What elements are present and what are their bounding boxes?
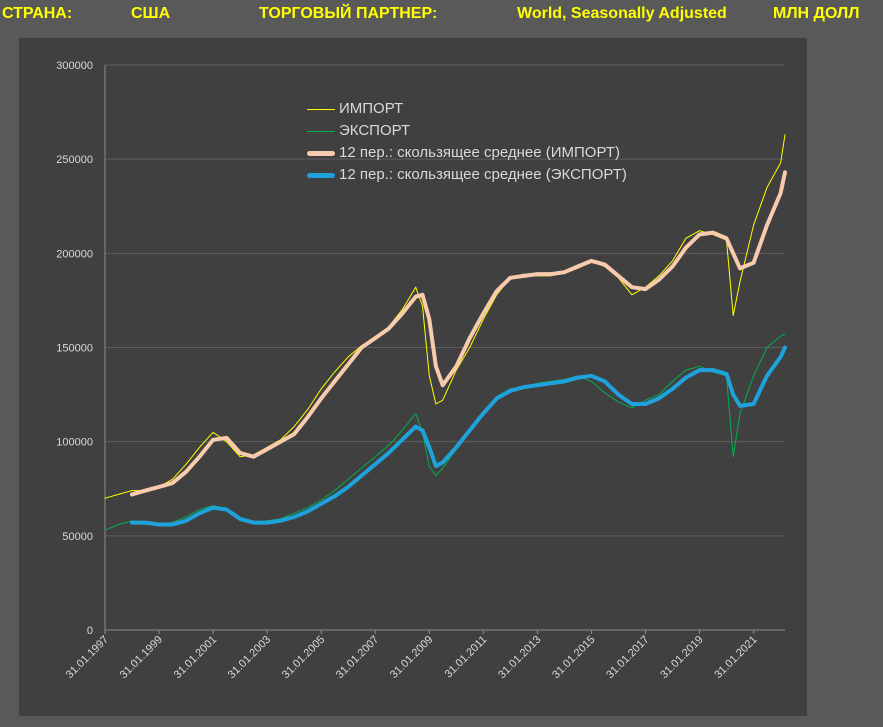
- x-tick-label: 31.01.1997: [64, 634, 111, 681]
- legend-label-export-ma: 12 пер.: скользящее среднее (ЭКСПОРТ): [339, 166, 627, 183]
- y-tick-label: 0: [87, 625, 93, 637]
- legend-swatch-export: [307, 131, 335, 132]
- legend-label-import-ma: 12 пер.: скользящее среднее (ИМПОРТ): [339, 144, 620, 161]
- legend-item-import: ИМПОРТ: [307, 98, 667, 120]
- y-tick-label: 300000: [56, 60, 93, 72]
- y-tick-label: 100000: [56, 437, 93, 449]
- legend-item-export-ma: 12 пер.: скользящее среднее (ЭКСПОРТ): [307, 164, 667, 186]
- partner-label: ТОРГОВЫЙ ПАРТНЕР:: [259, 5, 438, 22]
- legend-swatch-import-ma: [307, 151, 335, 156]
- legend-item-export: ЭКСПОРТ: [307, 120, 667, 142]
- legend-label-export: ЭКСПОРТ: [339, 122, 411, 139]
- x-tick-label: 31.01.2011: [443, 634, 490, 681]
- x-tick-label: 31.01.2007: [334, 634, 381, 681]
- chart-legend: ИМПОРТ ЭКСПОРТ 12 пер.: скользящее средн…: [307, 98, 667, 186]
- x-tick-label: 31.01.2019: [658, 634, 705, 681]
- series-layer: [104, 134, 787, 531]
- y-tick-label: 50000: [62, 531, 93, 543]
- x-tick-label: 31.01.2013: [496, 634, 543, 681]
- country-value: США: [131, 5, 171, 22]
- grid-layer: [105, 64, 785, 537]
- x-tick-label: 31.01.2009: [388, 634, 435, 681]
- legend-swatch-import: [307, 109, 335, 110]
- x-tick-label: 31.01.2021: [712, 634, 759, 681]
- partner-value: World, Seasonally Adjusted: [517, 5, 727, 22]
- x-tick-label: 31.01.2003: [226, 634, 273, 681]
- x-tick-label: 31.01.2005: [280, 634, 327, 681]
- header-bar: СТРАНА: США ТОРГОВЫЙ ПАРТНЕР: World, Sea…: [0, 0, 883, 30]
- y-tick-label: 150000: [56, 343, 93, 355]
- y-tick-label: 200000: [56, 248, 93, 260]
- country-label: СТРАНА:: [2, 5, 73, 22]
- series-import-line: [104, 134, 786, 499]
- x-tick-label: 31.01.2001: [172, 634, 219, 681]
- series-import-ma-line: [130, 170, 787, 497]
- y-tick-label: 250000: [56, 154, 93, 166]
- series-export-line: [104, 333, 786, 531]
- x-tick-label: 31.01.2015: [550, 634, 597, 681]
- x-tick-label: 31.01.2017: [604, 634, 651, 681]
- legend-swatch-export-ma: [307, 173, 335, 178]
- series-export-ma-line: [130, 345, 787, 527]
- x-tick-label: 31.01.1999: [118, 634, 165, 681]
- legend-label-import: ИМПОРТ: [339, 100, 404, 117]
- unit-label: МЛН ДОЛЛ: [773, 5, 860, 22]
- legend-item-import-ma: 12 пер.: скользящее среднее (ИМПОРТ): [307, 142, 667, 164]
- chart-svg: 0 50000 100000 150000 200000 250000 300000 31.0…: [56, 60, 787, 681]
- chart-panel: 0 50000 100000 150000 200000 250000 300000 31.0…: [19, 38, 807, 716]
